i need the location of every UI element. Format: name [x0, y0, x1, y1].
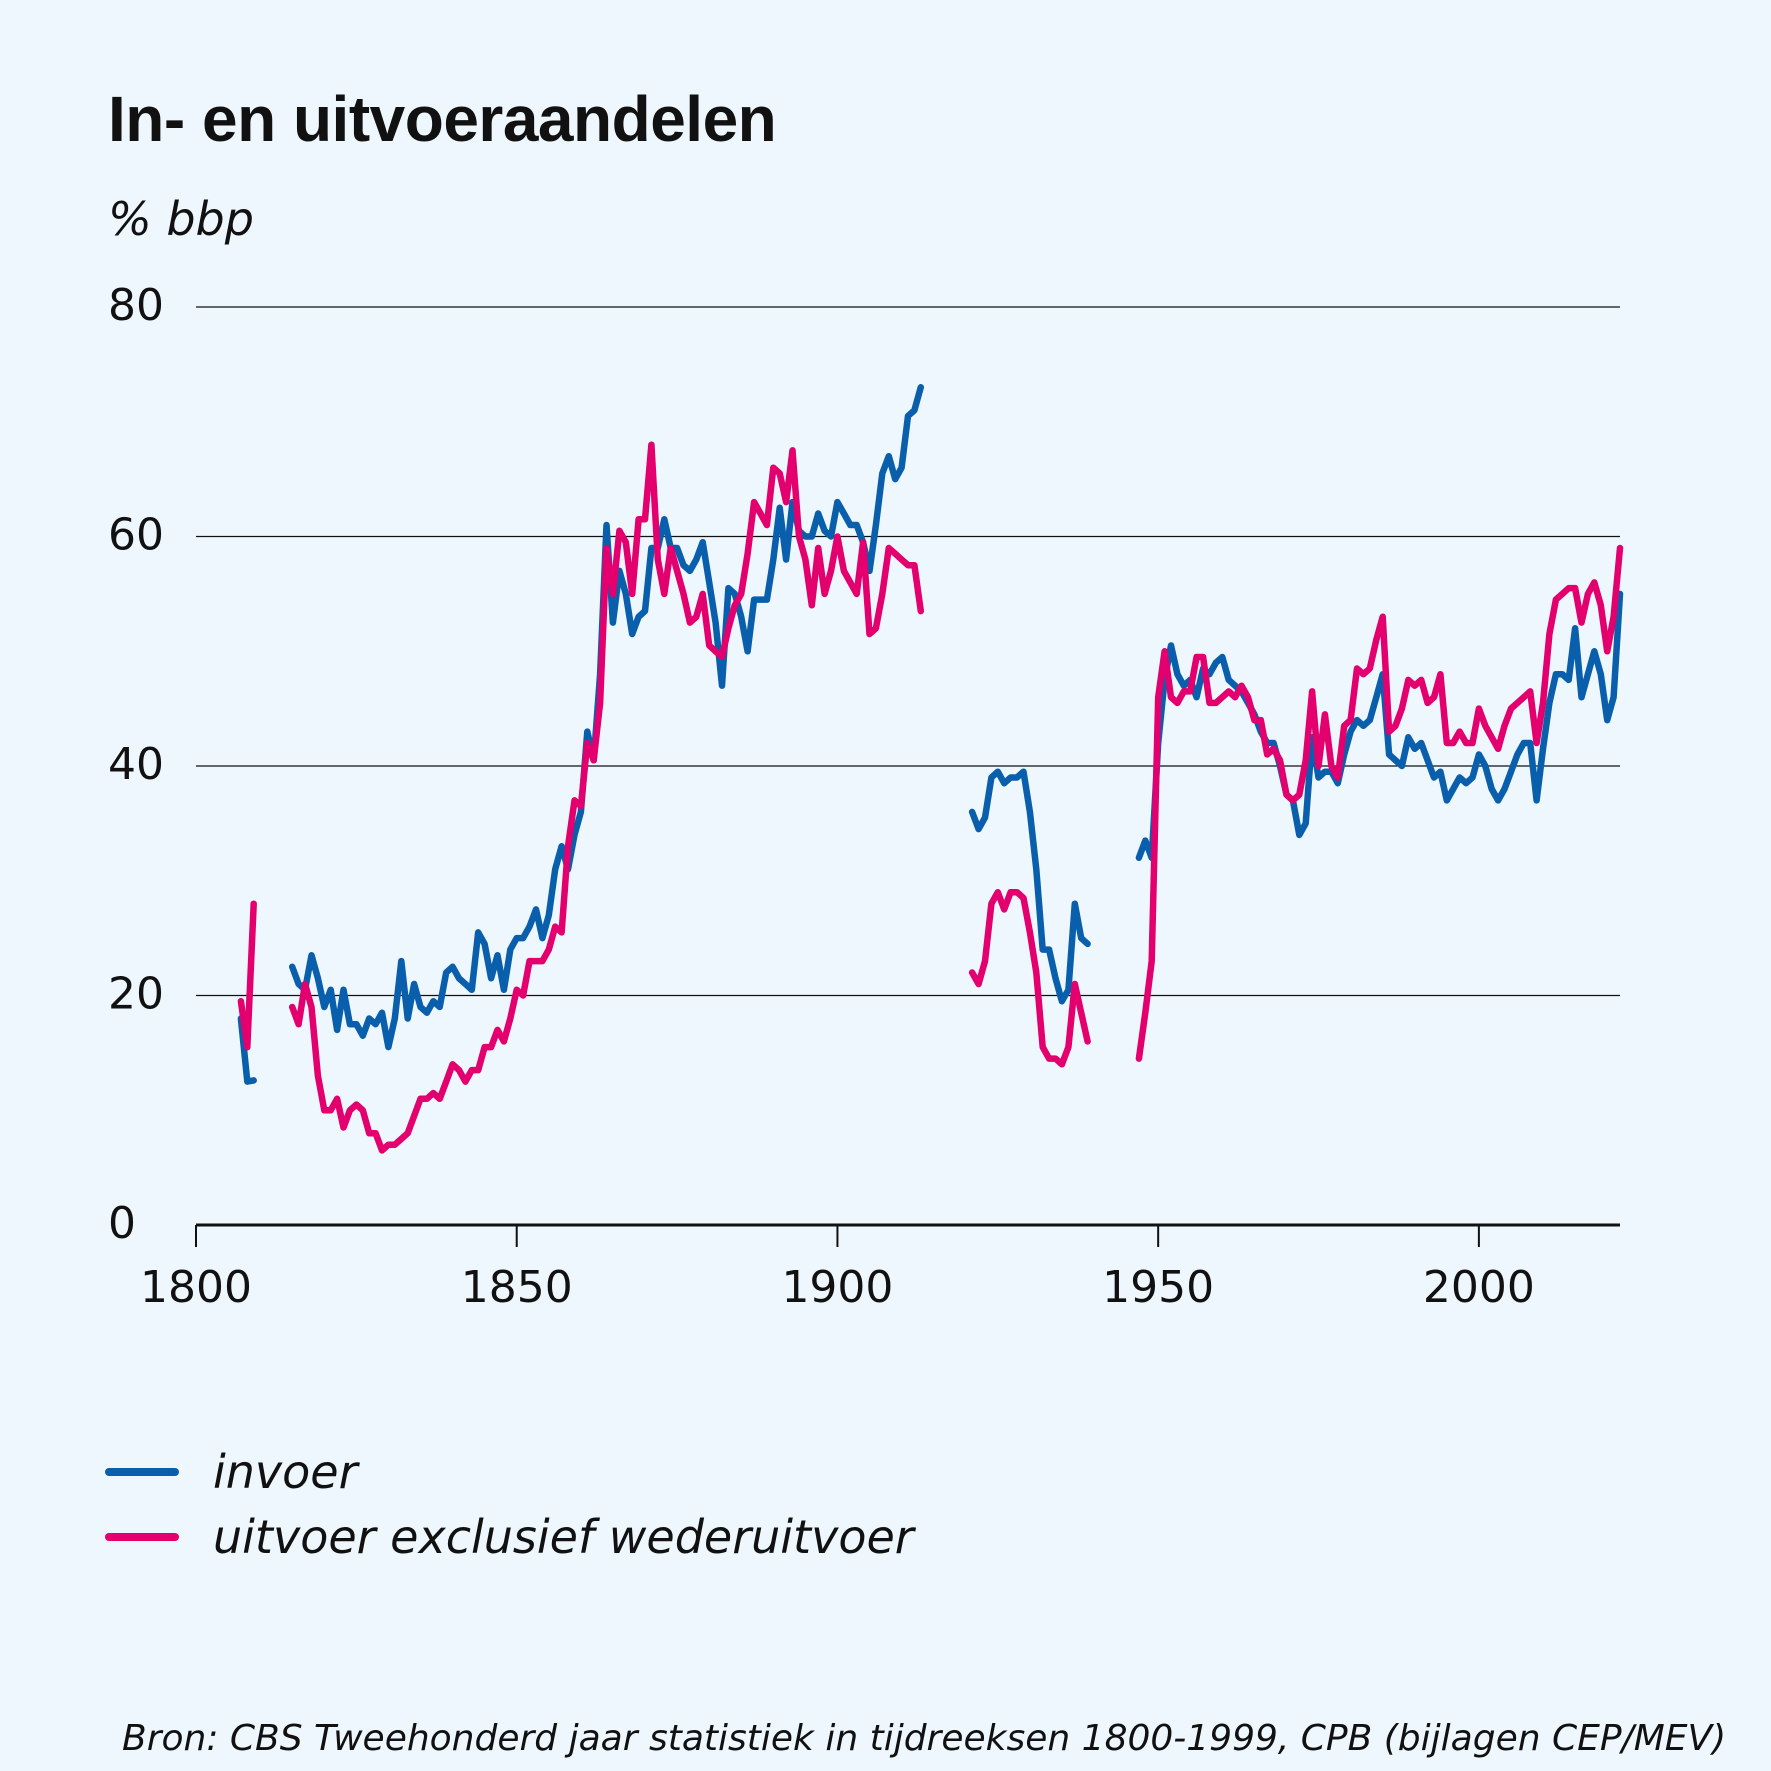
legend-item-uitvoer: uitvoer exclusief wederuitvoer — [105, 1510, 914, 1564]
x-tick-label-1800: 1800 — [140, 1262, 252, 1313]
x-tick-label-1850: 1850 — [461, 1262, 573, 1313]
source-note: Bron: CBS Tweehonderd jaar statistiek in… — [122, 1718, 1727, 1759]
gridlines — [195, 306, 1620, 1247]
y-tick-label-20: 20 — [108, 969, 164, 1020]
y-tick-label-80: 80 — [108, 280, 164, 331]
x-tick-label-1900: 1900 — [781, 1262, 893, 1313]
series-line-uitvoer-segment-1 — [237, 900, 257, 1051]
series-line-uitvoer-segment-3 — [968, 888, 1091, 1068]
series-lines — [237, 384, 1624, 1154]
series-line-uitvoer-segment-2 — [288, 441, 925, 1154]
legend-item-invoer: invoer — [105, 1445, 358, 1499]
y-tick-labels: 0 20 40 60 80 — [108, 280, 164, 1249]
series-line-invoer-segment-4 — [1135, 590, 1624, 862]
series-line-uitvoer-segment-4 — [1135, 544, 1624, 1062]
x-tick-labels: 1800 1850 1900 1950 2000 — [140, 1262, 1535, 1313]
legend-label-uitvoer: uitvoer exclusief wederuitvoer — [213, 1510, 914, 1564]
x-tick-label-1950: 1950 — [1102, 1262, 1214, 1313]
legend-swatch-uitvoer — [105, 1533, 179, 1541]
y-tick-label-40: 40 — [108, 739, 164, 790]
y-tick-label-0: 0 — [108, 1198, 136, 1249]
legend-label-invoer: invoer — [213, 1445, 358, 1499]
y-axis-unit-label: % bbp — [108, 192, 254, 246]
series-line-invoer-segment-3 — [968, 768, 1091, 1005]
y-tick-label-60: 60 — [108, 510, 164, 561]
legend-swatch-invoer — [105, 1468, 179, 1476]
chart-title: In- en uitvoeraandelen — [108, 83, 777, 155]
x-tick-label-2000: 2000 — [1423, 1262, 1535, 1313]
series-line-invoer-segment-2 — [288, 384, 925, 1051]
